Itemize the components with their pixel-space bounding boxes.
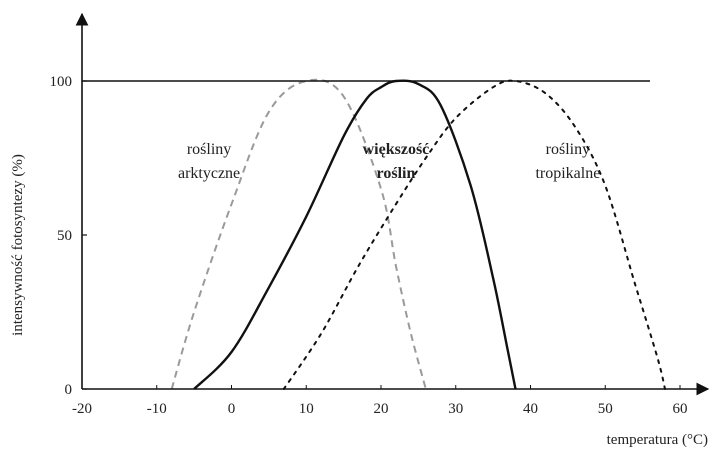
annotation-2: większość roślin — [363, 141, 430, 182]
x-tick-label: 60 — [673, 401, 688, 417]
x-tick-label: 0 — [228, 401, 236, 417]
y-tick-label: 0 — [65, 382, 73, 398]
annotation-1: rośliny arktyczne — [178, 141, 240, 182]
annotation-line: rośliny — [546, 141, 590, 158]
x-tick-label: 50 — [598, 401, 613, 417]
x-tick-label: 10 — [299, 401, 314, 417]
annotation-line: rośliny — [187, 141, 231, 158]
annotation-line: roślin — [377, 165, 416, 182]
x-tick-label: -20 — [72, 401, 92, 417]
y-tick-label: 100 — [50, 74, 73, 90]
x-tick-label: 40 — [523, 401, 538, 417]
x-tick-labels: -20 -10 0 10 20 30 40 50 60 — [72, 385, 688, 417]
annotation-line: tropikalne — [535, 165, 600, 182]
series-line-1 — [170, 78, 427, 390]
series-line-2 — [193, 79, 517, 390]
x-tick-label: -10 — [147, 401, 167, 417]
annotations: rośliny arktyczne większość roślin rośliny tr… — [178, 141, 600, 182]
series-layer — [170, 78, 666, 390]
x-tick-label: 20 — [374, 401, 389, 417]
y-tick-label: 50 — [57, 228, 72, 244]
x-tick-label: 30 — [448, 401, 463, 417]
annotation-3: rośliny tropikalne — [535, 141, 600, 182]
annotation-line: arktyczne — [178, 165, 240, 182]
annotation-line: większość — [363, 141, 430, 158]
y-tick-labels: 0 50 100 — [50, 74, 87, 398]
series-line-3 — [282, 79, 666, 390]
x-axis-label: temperatura (°C) — [607, 432, 708, 448]
y-axis-label: intensywność fotosyntezy (%) — [10, 154, 26, 336]
